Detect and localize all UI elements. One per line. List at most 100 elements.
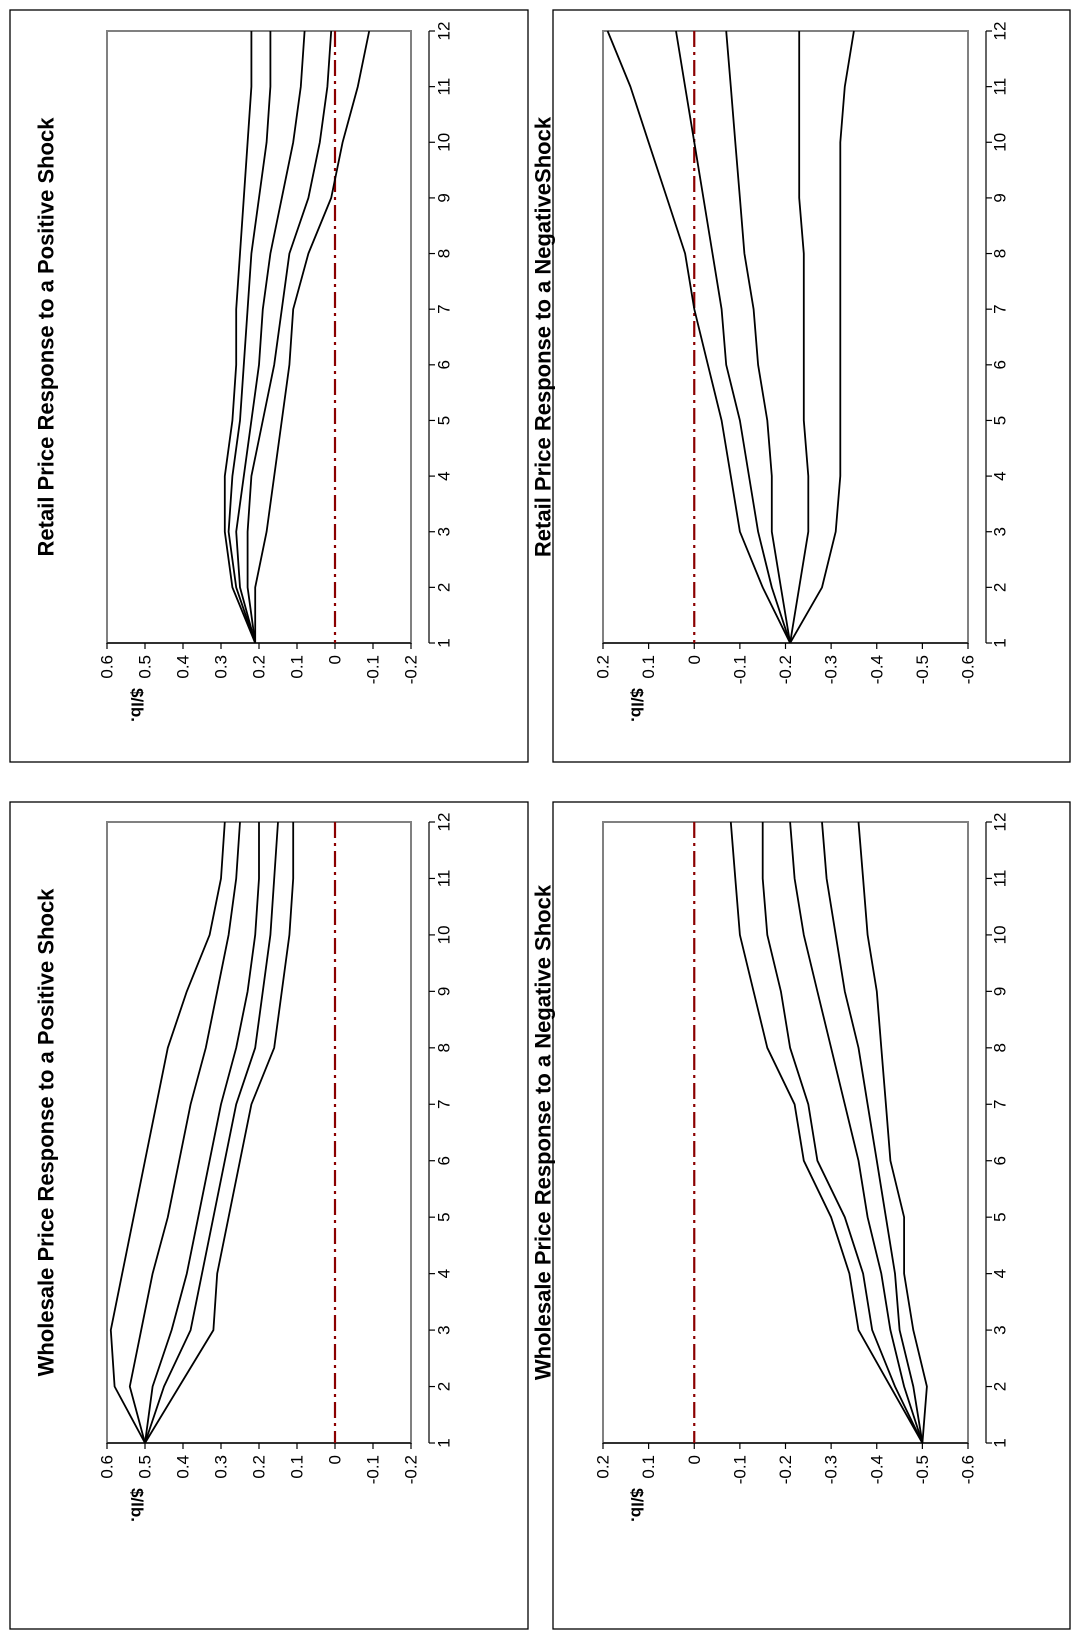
series-line-4 <box>789 31 810 644</box>
series-line-3 <box>235 30 306 644</box>
series-line-3 <box>725 30 791 644</box>
value-tick-label: -0.5 <box>913 655 932 684</box>
period-tick-label: 6 <box>991 360 1010 369</box>
period-tick-label: 11 <box>991 870 1010 888</box>
value-tick-label: -0.3 <box>822 655 841 684</box>
value-tick-label: 0.2 <box>594 655 613 679</box>
value-tick-label: 0.6 <box>98 1455 117 1479</box>
period-tick-label: 9 <box>435 987 454 996</box>
chart-panel-3: 0.2 0.1 0 -0.1 -0.2 -0.3 -0.4 -0.5 -0.6123456789… <box>531 801 1071 1630</box>
period-tick-label: 12 <box>435 22 454 41</box>
value-tick-label: 0.5 <box>136 655 155 679</box>
period-tick-label: 2 <box>991 1382 1010 1391</box>
period-tick-label: 1 <box>435 1438 454 1447</box>
series-line-2 <box>128 821 241 1444</box>
period-tick-label: 5 <box>991 416 1010 425</box>
value-tick-label: 0.2 <box>250 1455 269 1479</box>
period-tick-label: 4 <box>435 471 454 480</box>
value-tick-label: 0.5 <box>136 1455 155 1479</box>
value-tick-label: -0.6 <box>959 655 978 684</box>
value-tick-label: -0.1 <box>730 1455 749 1484</box>
value-tick-label: 0.4 <box>174 1455 193 1479</box>
chart-panel-2: 0.6 0.5 0.4 0.3 0.2 0.1 0 -0.1 -0.21234567891011… <box>9 9 529 763</box>
series-line-2 <box>761 822 924 1444</box>
period-tick-label: 10 <box>435 925 454 944</box>
series-line-5 <box>254 30 371 643</box>
period-tick-label: 10 <box>991 925 1010 944</box>
period-tick-label: 2 <box>991 583 1010 592</box>
period-tick-label: 1 <box>435 638 454 647</box>
period-tick-label: 7 <box>991 304 1010 313</box>
period-tick-label: 8 <box>991 1043 1010 1052</box>
period-tick-label: 7 <box>435 1100 454 1109</box>
period-tick-label: 6 <box>991 1156 1010 1165</box>
y-axis-label: $/lb. <box>128 1488 147 1522</box>
value-tick-label: 0.3 <box>212 1455 231 1479</box>
y-axis-label: $/lb. <box>628 688 647 722</box>
period-tick-label: 12 <box>991 813 1010 832</box>
period-tick-label: 2 <box>435 583 454 592</box>
value-tick-label: -0.6 <box>959 1455 978 1484</box>
value-tick-label: 0.2 <box>250 655 269 679</box>
period-tick-label: 1 <box>991 1438 1010 1447</box>
period-tick-label: 11 <box>435 78 454 96</box>
value-tick-label: 0.1 <box>639 1455 658 1479</box>
period-tick-label: 6 <box>435 360 454 369</box>
series-line-1 <box>223 31 257 644</box>
plot-area <box>106 821 412 1444</box>
series-line-2 <box>227 31 272 644</box>
series-line-4 <box>144 821 279 1444</box>
period-tick-label: 5 <box>435 1212 454 1221</box>
period-tick-label: 1 <box>991 638 1010 647</box>
period-tick-label: 3 <box>991 527 1010 536</box>
period-tick-label: 11 <box>435 870 454 888</box>
series-line-3 <box>789 821 924 1444</box>
chart-title: Retail Price Response to a Positive Shoc… <box>34 117 59 557</box>
period-tick-label: 3 <box>435 527 454 536</box>
series-line-5 <box>144 822 295 1444</box>
plot-area <box>106 30 412 644</box>
value-tick-label: -0.2 <box>402 655 421 684</box>
value-tick-label: 0.1 <box>639 655 658 679</box>
period-tick-label: 5 <box>435 416 454 425</box>
value-tick-label: -0.3 <box>822 1455 841 1484</box>
period-tick-label: 4 <box>991 1269 1010 1278</box>
series-line-4 <box>246 30 333 644</box>
series-line-1 <box>606 30 791 644</box>
chart-title: Wholesale Price Response to a Negative S… <box>531 884 556 1380</box>
value-tick-label: -0.1 <box>364 1455 383 1484</box>
series-line-1 <box>729 821 924 1444</box>
period-tick-label: 9 <box>435 193 454 202</box>
period-tick-label: 10 <box>991 133 1010 152</box>
period-tick-label: 6 <box>435 1156 454 1165</box>
value-tick-label: -0.2 <box>402 1455 421 1484</box>
plot-area <box>602 821 969 1444</box>
chart-title: Wholesale Price Response to a Positive S… <box>34 888 59 1377</box>
value-tick-label: 0 <box>326 655 345 664</box>
series-line-3 <box>144 822 260 1444</box>
value-tick-label: 0.1 <box>288 1455 307 1479</box>
period-tick-label: 2 <box>435 1382 454 1391</box>
value-tick-label: -0.2 <box>776 1455 795 1484</box>
period-tick-label: 8 <box>991 249 1010 258</box>
y-axis-label: $/lb. <box>628 1488 647 1522</box>
value-tick-label: -0.2 <box>776 655 795 684</box>
value-tick-label: 0.6 <box>98 655 117 679</box>
period-tick-label: 9 <box>991 987 1010 996</box>
value-tick-label: 0.4 <box>174 655 193 679</box>
period-tick-label: 10 <box>435 133 454 152</box>
value-tick-label: -0.1 <box>730 655 749 684</box>
value-tick-label: 0 <box>685 655 704 664</box>
period-tick-label: 8 <box>435 249 454 258</box>
panel-frame <box>9 9 529 763</box>
period-tick-label: 9 <box>991 193 1010 202</box>
plot-area <box>602 30 969 644</box>
period-tick-label: 12 <box>991 22 1010 41</box>
period-tick-label: 8 <box>435 1043 454 1052</box>
y-axis-label: $/lb. <box>128 688 147 722</box>
period-tick-label: 12 <box>435 813 454 832</box>
value-tick-label: -0.5 <box>913 1455 932 1484</box>
period-tick-label: 7 <box>991 1100 1010 1109</box>
value-tick-label: 0.3 <box>212 655 231 679</box>
